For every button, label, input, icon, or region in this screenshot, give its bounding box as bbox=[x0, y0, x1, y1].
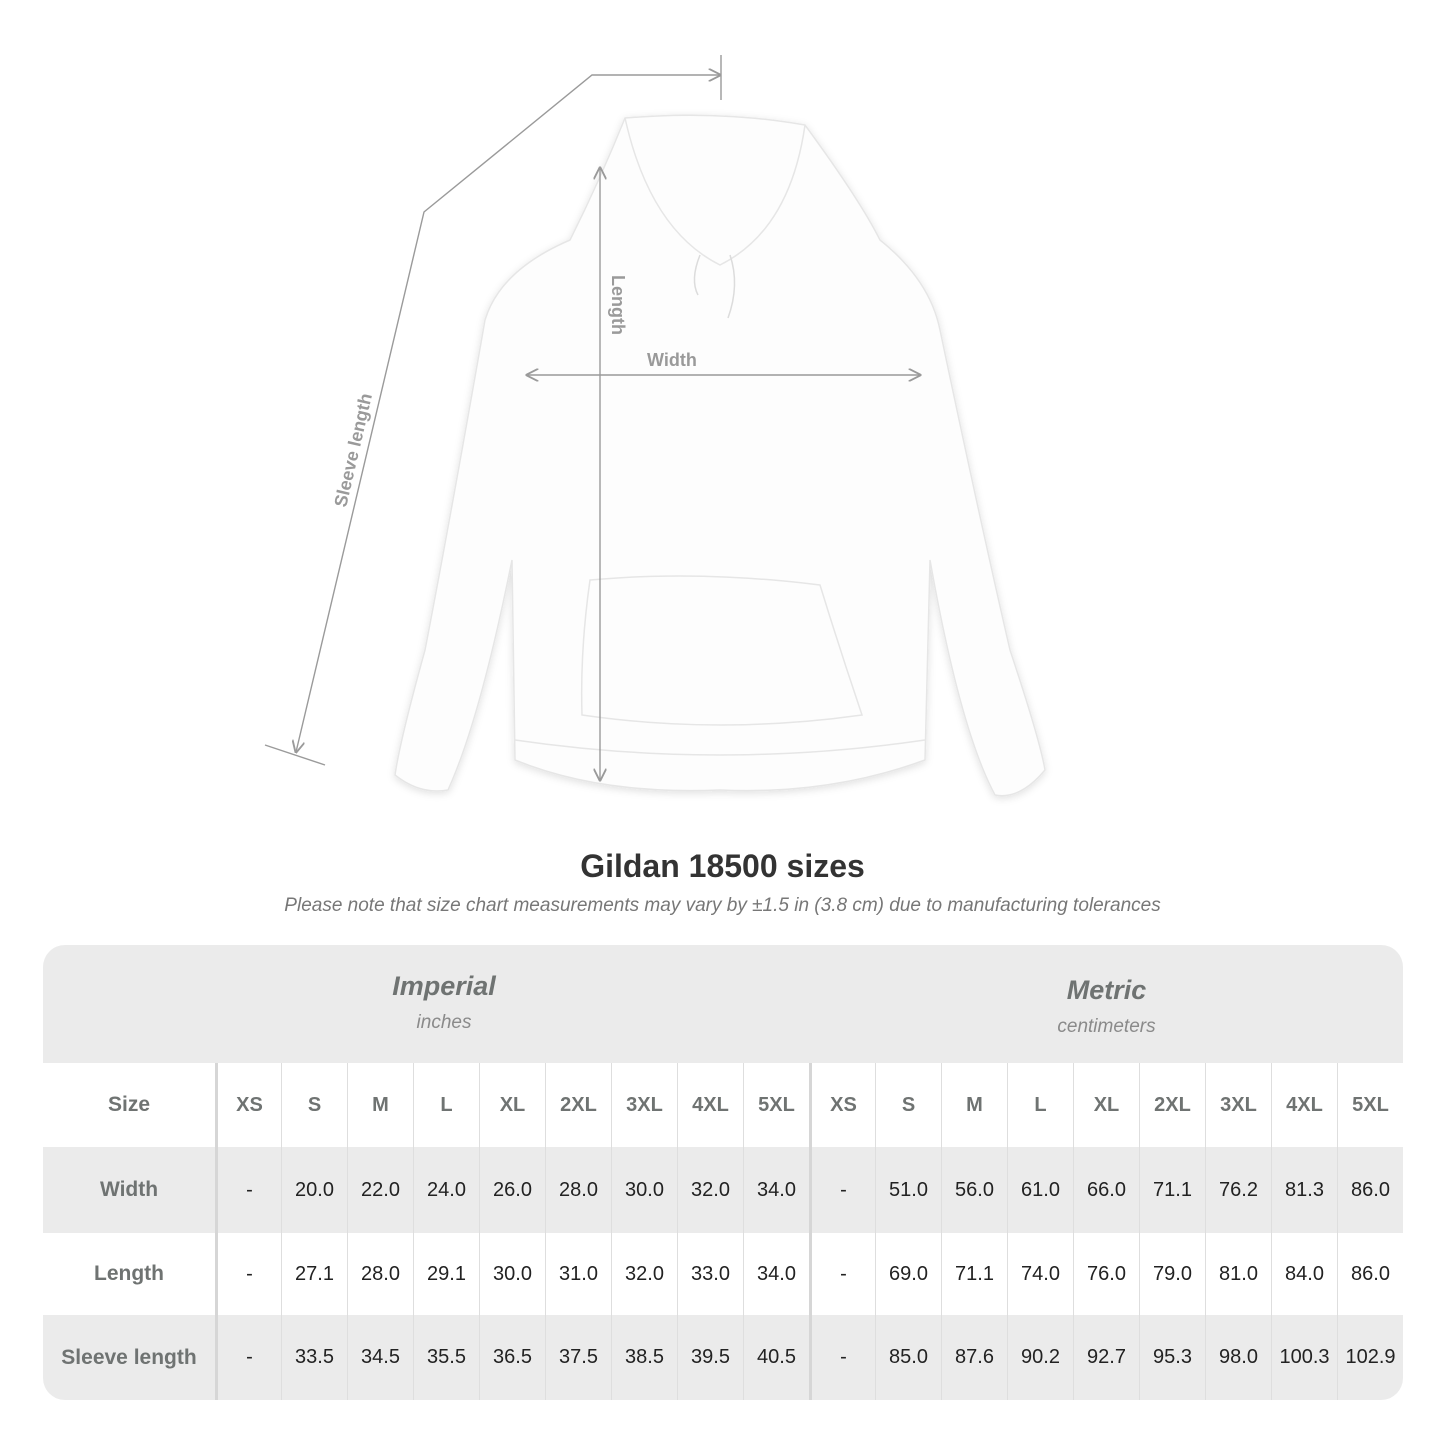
metric-cell: M bbox=[941, 1063, 1007, 1147]
metric-cell: - bbox=[809, 1315, 875, 1400]
imperial-cell: - bbox=[215, 1315, 281, 1400]
metric-cell: L bbox=[1007, 1063, 1073, 1147]
metric-cell: 76.0 bbox=[1073, 1233, 1139, 1315]
metric-cell: 86.0 bbox=[1337, 1147, 1403, 1233]
metric-cell: 87.6 bbox=[941, 1315, 1007, 1400]
imperial-unit: inches bbox=[416, 1012, 472, 1033]
imperial-cell: 24.0 bbox=[413, 1147, 479, 1233]
metric-cell: 102.9 bbox=[1337, 1315, 1403, 1400]
imperial-cell: 34.0 bbox=[743, 1233, 809, 1315]
metric-cell: 84.0 bbox=[1271, 1233, 1337, 1315]
metric-cell: 95.3 bbox=[1139, 1315, 1205, 1400]
metric-cell: XS bbox=[809, 1063, 875, 1147]
imperial-cell: 28.0 bbox=[545, 1147, 611, 1233]
metric-cell: 76.2 bbox=[1205, 1147, 1271, 1233]
width-label: Width bbox=[647, 350, 697, 370]
imperial-cell: 29.1 bbox=[413, 1233, 479, 1315]
metric-cell: 92.7 bbox=[1073, 1315, 1139, 1400]
metric-cell: 61.0 bbox=[1007, 1147, 1073, 1233]
imperial-cell: 34.5 bbox=[347, 1315, 413, 1400]
metric-cell: 2XL bbox=[1139, 1063, 1205, 1147]
imperial-cell: 33.0 bbox=[677, 1233, 743, 1315]
imperial-cell: XL bbox=[479, 1063, 545, 1147]
imperial-header: Imperial inches bbox=[43, 945, 845, 1063]
metric-cell: 79.0 bbox=[1139, 1233, 1205, 1315]
metric-cell: 81.3 bbox=[1271, 1147, 1337, 1233]
imperial-cell: 38.5 bbox=[611, 1315, 677, 1400]
table-row: Sleeve length -33.5 34.5 35.5 36.5 37.5 38.5 39… bbox=[43, 1315, 1403, 1400]
hoodie-diagram: Length Width Sleeve length bbox=[264, 55, 1046, 797]
imperial-cell: 30.0 bbox=[479, 1233, 545, 1315]
metric-cell: 90.2 bbox=[1007, 1315, 1073, 1400]
metric-cell: 71.1 bbox=[941, 1233, 1007, 1315]
imperial-cell: L bbox=[413, 1063, 479, 1147]
imperial-cell: 27.1 bbox=[281, 1233, 347, 1315]
metric-cell: - bbox=[809, 1233, 875, 1315]
table-row: Length -27.1 28.0 29.1 30.0 31.0 32.0 33.0 34.0-… bbox=[43, 1233, 1403, 1315]
imperial-cell: 20.0 bbox=[281, 1147, 347, 1233]
metric-cell: 69.0 bbox=[875, 1233, 941, 1315]
imperial-cell: 32.0 bbox=[611, 1233, 677, 1315]
metric-unit: centimeters bbox=[1057, 1016, 1156, 1037]
imperial-cell: 33.5 bbox=[281, 1315, 347, 1400]
imperial-cell: 4XL bbox=[677, 1063, 743, 1147]
imperial-cell: 5XL bbox=[743, 1063, 809, 1147]
metric-cell: 66.0 bbox=[1073, 1147, 1139, 1233]
imperial-cell: M bbox=[347, 1063, 413, 1147]
metric-header: Metric centimeters bbox=[810, 945, 1403, 1063]
metric-cell: 74.0 bbox=[1007, 1233, 1073, 1315]
imperial-cell: 22.0 bbox=[347, 1147, 413, 1233]
imperial-cell: 35.5 bbox=[413, 1315, 479, 1400]
hoodie-image bbox=[394, 114, 1046, 797]
metric-cell: 56.0 bbox=[941, 1147, 1007, 1233]
metric-cell: S bbox=[875, 1063, 941, 1147]
size-table: Imperial inches Metric centimeters Size X… bbox=[43, 945, 1403, 1400]
metric-cell: 51.0 bbox=[875, 1147, 941, 1233]
metric-title: Metric bbox=[1066, 975, 1147, 1005]
imperial-cell: 37.5 bbox=[545, 1315, 611, 1400]
table-row: Width -20.0 22.0 24.0 26.0 28.0 30.0 32.0 34.0-5… bbox=[43, 1147, 1403, 1233]
metric-cell: XL bbox=[1073, 1063, 1139, 1147]
imperial-cell: 34.0 bbox=[743, 1147, 809, 1233]
metric-cell: - bbox=[809, 1147, 875, 1233]
imperial-cell: 39.5 bbox=[677, 1315, 743, 1400]
metric-cell: 85.0 bbox=[875, 1315, 941, 1400]
measurement-lines bbox=[264, 55, 920, 780]
imperial-cell: S bbox=[281, 1063, 347, 1147]
imperial-cell: 3XL bbox=[611, 1063, 677, 1147]
metric-cell: 98.0 bbox=[1205, 1315, 1271, 1400]
imperial-cell: 31.0 bbox=[545, 1233, 611, 1315]
metric-cell: 5XL bbox=[1337, 1063, 1403, 1147]
metric-cell: 81.0 bbox=[1205, 1233, 1271, 1315]
size-header-row: Size XS S M L XL 2XL 3XL 4XL 5XL XS S M L XL 2XL 3XL 4XL 5… bbox=[43, 1063, 1403, 1147]
metric-cell: 3XL bbox=[1205, 1063, 1271, 1147]
imperial-cell: 30.0 bbox=[611, 1147, 677, 1233]
length-label: Length bbox=[608, 275, 628, 335]
metric-cell: 71.1 bbox=[1139, 1147, 1205, 1233]
sleeve-length-label: Sleeve length bbox=[330, 391, 376, 509]
tolerance-note: Please note that size chart measurements… bbox=[284, 895, 1161, 916]
imperial-title: Imperial bbox=[392, 971, 496, 1001]
imperial-cell: XS bbox=[215, 1063, 281, 1147]
imperial-cell: 40.5 bbox=[743, 1315, 809, 1400]
imperial-cell: 26.0 bbox=[479, 1147, 545, 1233]
imperial-cell: - bbox=[215, 1147, 281, 1233]
row-label: Sleeve length bbox=[61, 1345, 197, 1369]
row-label: Size bbox=[107, 1093, 151, 1116]
imperial-cell: 2XL bbox=[545, 1063, 611, 1147]
imperial-cell: 36.5 bbox=[479, 1315, 545, 1400]
imperial-cell: 32.0 bbox=[677, 1147, 743, 1233]
metric-cell: 100.3 bbox=[1271, 1315, 1337, 1400]
row-label: Width bbox=[99, 1178, 159, 1201]
chart-title: Gildan 18500 sizes bbox=[580, 848, 865, 884]
imperial-cell: - bbox=[215, 1233, 281, 1315]
row-label: Length bbox=[94, 1262, 164, 1285]
imperial-cell: 28.0 bbox=[347, 1233, 413, 1315]
metric-cell: 86.0 bbox=[1337, 1233, 1403, 1315]
metric-cell: 4XL bbox=[1271, 1063, 1337, 1147]
